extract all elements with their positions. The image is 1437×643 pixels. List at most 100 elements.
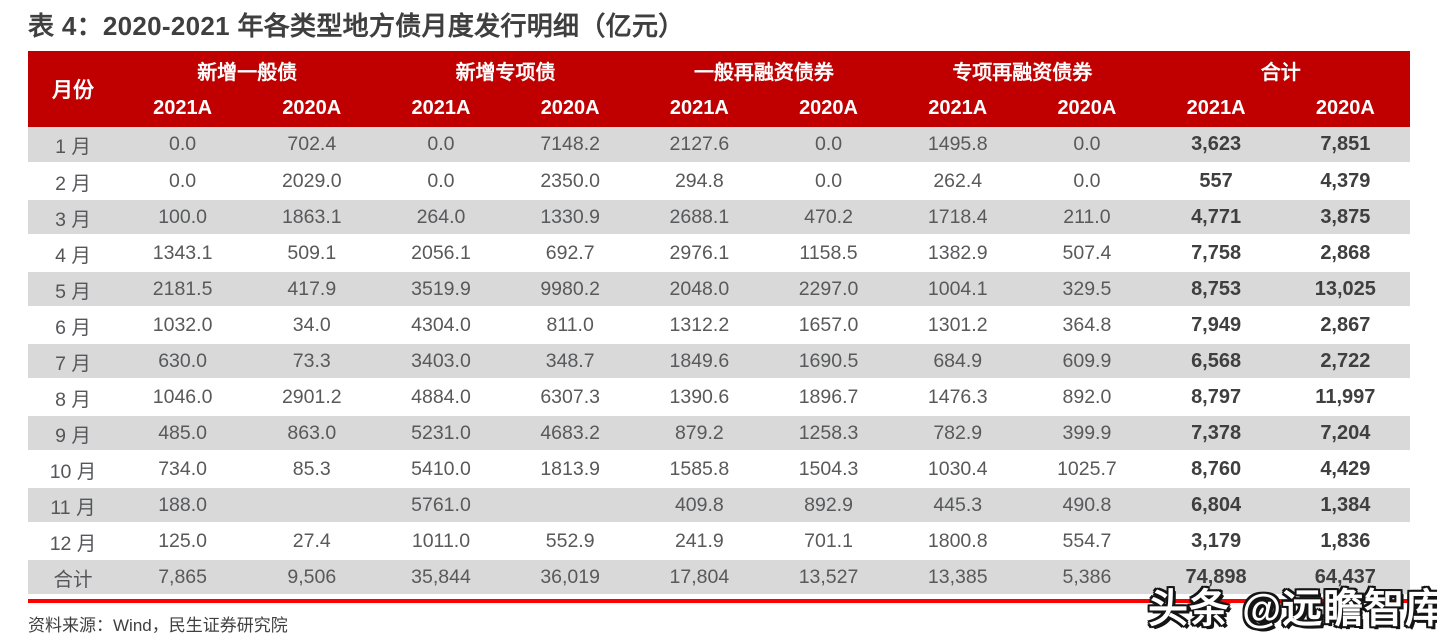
value-cell: 5410.0 xyxy=(376,451,506,488)
value-cell: 0.0 xyxy=(1022,163,1152,200)
column-group-new-special-bond: 新增专项债 xyxy=(376,51,635,89)
month-cell: 8 月 xyxy=(28,379,118,416)
value-cell: 1495.8 xyxy=(893,127,1023,164)
value-cell: 2688.1 xyxy=(634,199,764,236)
value-cell: 1301.2 xyxy=(893,307,1023,344)
value-cell: 241.9 xyxy=(634,523,764,560)
value-cell: 8,760 xyxy=(1151,451,1281,488)
year-header: 2021A xyxy=(118,89,248,127)
value-cell: 7,865 xyxy=(118,559,248,596)
month-cell: 1 月 xyxy=(28,127,118,164)
value-cell: 445.3 xyxy=(893,487,1023,524)
value-cell: 7,204 xyxy=(1280,415,1410,452)
value-cell: 1382.9 xyxy=(893,235,1023,272)
year-header: 2020A xyxy=(505,89,635,127)
column-group-new-general-bond: 新增一般债 xyxy=(118,51,377,89)
value-cell: 4,429 xyxy=(1280,451,1410,488)
value-cell: 1585.8 xyxy=(634,451,764,488)
value-cell: 294.8 xyxy=(634,163,764,200)
year-header: 2020A xyxy=(1022,89,1152,127)
value-cell: 0.0 xyxy=(763,163,894,200)
value-cell: 1158.5 xyxy=(763,235,894,272)
value-cell: 1718.4 xyxy=(893,199,1023,236)
value-cell: 17,804 xyxy=(634,559,764,596)
month-cell: 10 月 xyxy=(28,451,118,488)
value-cell: 1025.7 xyxy=(1022,451,1152,488)
value-cell: 85.3 xyxy=(247,451,377,488)
month-cell: 4 月 xyxy=(28,235,118,272)
month-cell: 6 月 xyxy=(28,307,118,344)
value-cell: 11,997 xyxy=(1280,379,1410,416)
value-cell: 1813.9 xyxy=(505,451,635,488)
value-cell: 329.5 xyxy=(1022,271,1152,308)
value-cell: 364.8 xyxy=(1022,307,1152,344)
value-cell: 409.8 xyxy=(634,487,764,524)
value-cell: 5231.0 xyxy=(376,415,506,452)
value-cell: 701.1 xyxy=(763,523,894,560)
value-cell: 1004.1 xyxy=(893,271,1023,308)
value-cell: 0.0 xyxy=(118,163,248,200)
value-cell: 1849.6 xyxy=(634,343,764,380)
value-cell: 348.7 xyxy=(505,343,635,380)
value-cell: 1800.8 xyxy=(893,523,1023,560)
value-cell: 1030.4 xyxy=(893,451,1023,488)
table-row: 2 月 0.0 2029.0 0.0 2350.0 294.8 0.0 262.4 0.0 557… xyxy=(28,163,1410,200)
table-row: 8 月 1046.0 2901.2 4884.0 6307.3 1390.6 1896.7 1… xyxy=(28,379,1410,416)
value-cell: 2181.5 xyxy=(118,271,248,308)
value-cell: 1312.2 xyxy=(634,307,764,344)
month-cell: 合计 xyxy=(28,559,118,596)
value-cell xyxy=(247,487,377,524)
column-header-month: 月份 xyxy=(28,51,118,127)
value-cell: 7,378 xyxy=(1151,415,1281,452)
year-header: 2021A xyxy=(634,89,764,127)
value-cell xyxy=(505,487,635,524)
table-bottom-divider xyxy=(28,599,1410,603)
value-cell: 782.9 xyxy=(893,415,1023,452)
year-header: 2020A xyxy=(247,89,377,127)
value-cell: 1258.3 xyxy=(763,415,894,452)
value-cell: 6307.3 xyxy=(505,379,635,416)
value-cell: 507.4 xyxy=(1022,235,1152,272)
month-cell: 9 月 xyxy=(28,415,118,452)
value-cell: 4304.0 xyxy=(376,307,506,344)
month-cell: 7 月 xyxy=(28,343,118,380)
value-cell: 892.0 xyxy=(1022,379,1152,416)
table-row: 6 月 1032.0 34.0 4304.0 811.0 1312.2 1657.0 1301… xyxy=(28,307,1410,344)
month-cell: 11 月 xyxy=(28,487,118,524)
value-cell: 2048.0 xyxy=(634,271,764,308)
value-cell: 7148.2 xyxy=(505,127,635,164)
value-cell: 3519.9 xyxy=(376,271,506,308)
value-cell: 1046.0 xyxy=(118,379,248,416)
value-cell: 734.0 xyxy=(118,451,248,488)
table-row: 3 月 100.0 1863.1 264.0 1330.9 2688.1 470.2 1718… xyxy=(28,199,1410,236)
value-cell: 1032.0 xyxy=(118,307,248,344)
value-cell: 9,506 xyxy=(247,559,377,596)
value-cell: 1863.1 xyxy=(247,199,377,236)
value-cell: 2297.0 xyxy=(763,271,894,308)
value-cell: 36,019 xyxy=(505,559,635,596)
value-cell: 3,623 xyxy=(1151,127,1281,164)
header-group-row: 月份 新增一般债 新增专项债 一般再融资债券 专项再融资债券 合计 xyxy=(28,51,1410,127)
value-cell: 702.4 xyxy=(247,127,377,164)
year-header: 2021A xyxy=(376,89,506,127)
value-cell: 3403.0 xyxy=(376,343,506,380)
value-cell: 1657.0 xyxy=(763,307,894,344)
bond-issuance-table: 月份 新增一般债 新增专项债 一般再融资债券 专项再融资债券 合计 2021A … xyxy=(28,51,1410,596)
table-row: 11 月 188.0 5761.0 409.8 892.9 445.3 490.8 6,804… xyxy=(28,487,1410,524)
value-cell: 9980.2 xyxy=(505,271,635,308)
month-cell: 12 月 xyxy=(28,523,118,560)
value-cell: 7,949 xyxy=(1151,307,1281,344)
value-cell: 27.4 xyxy=(247,523,377,560)
value-cell: 0.0 xyxy=(376,127,506,164)
value-cell: 2,867 xyxy=(1280,307,1410,344)
value-cell: 4,771 xyxy=(1151,199,1281,236)
value-cell: 557 xyxy=(1151,163,1281,200)
year-header: 2021A xyxy=(1151,89,1281,127)
month-cell: 3 月 xyxy=(28,199,118,236)
value-cell: 13,385 xyxy=(893,559,1023,596)
value-cell: 0.0 xyxy=(763,127,894,164)
value-cell: 399.9 xyxy=(1022,415,1152,452)
value-cell: 1390.6 xyxy=(634,379,764,416)
value-cell: 35,844 xyxy=(376,559,506,596)
